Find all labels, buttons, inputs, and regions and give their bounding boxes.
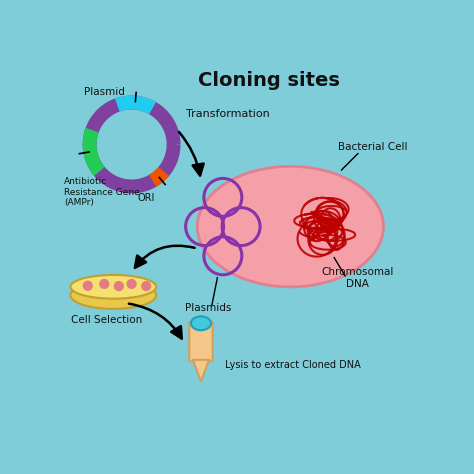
Text: Transformation: Transformation (186, 109, 270, 119)
Text: Cloning sites: Cloning sites (198, 71, 339, 90)
Text: ORI: ORI (137, 193, 155, 203)
Ellipse shape (197, 166, 383, 287)
Ellipse shape (71, 282, 156, 309)
Text: Lysis to extract Cloned DNA: Lysis to extract Cloned DNA (225, 360, 360, 370)
Circle shape (114, 281, 124, 291)
Text: Cell Selection: Cell Selection (72, 315, 143, 325)
Text: Chromosomal
DNA: Chromosomal DNA (322, 267, 394, 289)
Ellipse shape (71, 275, 156, 299)
Circle shape (141, 281, 151, 291)
Circle shape (82, 281, 93, 291)
Text: Plasmids: Plasmids (185, 302, 231, 312)
Polygon shape (193, 360, 209, 382)
Circle shape (99, 279, 109, 289)
Circle shape (127, 279, 137, 289)
Text: Bacterial Cell: Bacterial Cell (338, 142, 407, 152)
Text: Plasmid: Plasmid (84, 87, 125, 97)
FancyBboxPatch shape (189, 321, 213, 362)
Ellipse shape (191, 316, 211, 330)
Text: Antibiotic
Resistance Gene
(AMPr): Antibiotic Resistance Gene (AMPr) (64, 177, 140, 207)
